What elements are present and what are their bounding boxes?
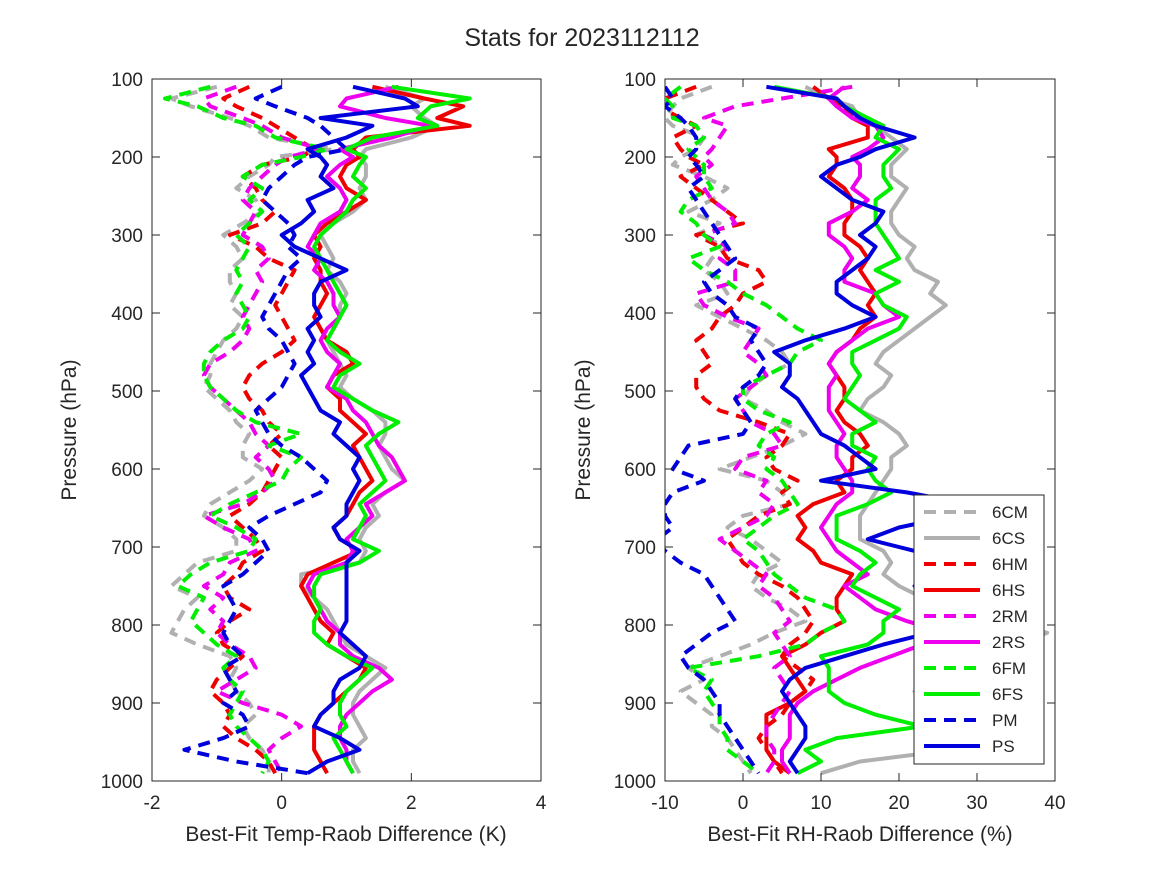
rh-x-axis-label: Best-Fit RH-Raob Difference (%)	[707, 823, 1012, 846]
temp-series-pm	[182, 84, 349, 776]
temp-series-2rm	[201, 84, 323, 775]
legend-label-6hs: 6HS	[992, 581, 1025, 600]
legend-label-2rm: 2RM	[992, 607, 1028, 626]
rh-y-tick-label: 400	[624, 304, 656, 325]
temp-x-tick-label: 2	[406, 793, 417, 814]
rh-series-ps	[766, 84, 979, 775]
rh-y-tick-label: 100	[624, 70, 656, 91]
temp-y-ticks: 100 200 300 400 500 600 700 800 900 1000	[101, 70, 541, 793]
temp-y-tick-label: 800	[111, 616, 143, 637]
rh-y-tick-label: 200	[624, 148, 656, 169]
temp-y-tick-label: 600	[111, 460, 143, 481]
legend-label-6fs: 6FS	[992, 685, 1023, 704]
rh-series-6fm	[665, 85, 847, 775]
temp-series-layer	[163, 84, 472, 776]
rh-x-tick-label: -10	[651, 793, 678, 814]
temp-series-6fm	[163, 84, 330, 775]
temp-x-tick-label: -2	[144, 793, 161, 814]
rh-x-ticks: -10 0 10 20 30 40	[651, 79, 1066, 814]
rh-y-tick-label: 500	[624, 382, 656, 403]
rh-x-tick-label: 10	[810, 793, 831, 814]
temp-x-tick-label: 4	[536, 793, 547, 814]
rh-x-tick-label: 20	[888, 793, 909, 814]
rh-y-ticks: 100 200 300 400 500 600 700 800 900 1000	[614, 70, 1055, 793]
rh-series-6hs	[764, 85, 878, 775]
rh-difference-plot: -10 0 10 20 30 40 100 200 300 400 500 600 700 800 900…	[572, 70, 1066, 846]
temp-y-tick-label: 500	[111, 382, 143, 403]
rh-series-2rs	[780, 85, 948, 775]
temp-y-tick-label: 400	[111, 304, 143, 325]
rh-y-axis-label: Pressure (hPa)	[572, 359, 595, 500]
figure-title: Stats for 2023112112	[464, 24, 699, 52]
legend-label-pm: PM	[992, 711, 1018, 730]
rh-x-tick-label: 0	[738, 793, 749, 814]
temp-plot-frame	[151, 78, 542, 782]
legend-label-6cm: 6CM	[992, 503, 1028, 522]
rh-y-tick-label: 1000	[614, 772, 656, 793]
legend-label-6fm: 6FM	[992, 659, 1026, 678]
rh-x-tick-label: 30	[966, 793, 987, 814]
temp-y-tick-label: 300	[111, 226, 143, 247]
rh-series-layer	[665, 84, 1050, 776]
temp-difference-plot: -2 0 2 4 100 200 300 400 500 600 700 800 900 1000 Be…	[58, 70, 547, 846]
temp-x-tick-label: 0	[276, 793, 287, 814]
temp-series-ps	[279, 84, 420, 775]
legend-label-6hm: 6HM	[992, 555, 1028, 574]
rh-plot-frame	[664, 78, 1056, 782]
rh-y-tick-label: 900	[624, 694, 656, 715]
rh-y-tick-label: 700	[624, 538, 656, 559]
temp-y-tick-label: 1000	[101, 772, 143, 793]
temp-series-6fs	[312, 84, 472, 775]
temp-y-tick-label: 700	[111, 538, 143, 559]
temp-y-axis-label: Pressure (hPa)	[58, 359, 81, 500]
rh-series-2rm	[694, 84, 853, 775]
rh-series-6cm	[665, 84, 808, 775]
legend-label-ps: PS	[992, 737, 1015, 756]
temp-x-ticks: -2 0 2 4	[144, 79, 547, 814]
temp-y-tick-label: 900	[111, 694, 143, 715]
temp-series-6hm	[208, 84, 317, 775]
rh-y-tick-label: 800	[624, 616, 656, 637]
legend-label-6cs: 6CS	[992, 529, 1025, 548]
legend-label-2rs: 2RS	[992, 633, 1025, 652]
temp-series-2rs	[305, 84, 433, 775]
rh-series-6fs	[773, 84, 925, 775]
temp-y-tick-label: 200	[111, 148, 143, 169]
rh-y-tick-label: 300	[624, 226, 656, 247]
rh-x-tick-label: 40	[1044, 793, 1065, 814]
temp-x-axis-label: Best-Fit Temp-Raob Difference (K)	[185, 823, 506, 846]
temp-series-6cm	[169, 84, 336, 774]
rh-y-tick-label: 600	[624, 460, 656, 481]
temp-y-tick-label: 100	[111, 70, 143, 91]
legend: 6CM 6CS 6HM 6HS 2RM 2RS 6FM 6FS PM PS	[913, 494, 1045, 765]
